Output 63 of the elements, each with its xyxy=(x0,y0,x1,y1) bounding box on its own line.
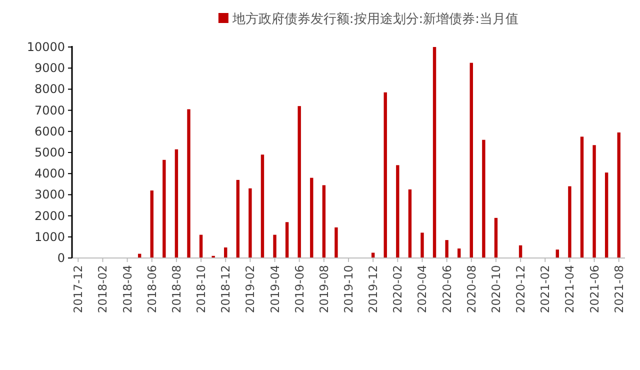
bar xyxy=(445,240,448,258)
x-tick-label: 2018-08 xyxy=(169,265,184,314)
y-tick-label: 9000 xyxy=(34,61,65,76)
x-tick-label: 2018-12 xyxy=(218,265,233,314)
y-tick-label: 1000 xyxy=(34,230,65,244)
y-tick-label: 5000 xyxy=(34,146,65,160)
bar xyxy=(187,109,190,258)
bar xyxy=(592,145,596,258)
x-tick-label: 2018-04 xyxy=(120,265,134,314)
y-tick-label: 2000 xyxy=(34,208,65,223)
bar xyxy=(408,189,412,258)
x-tick-label: 2019-02 xyxy=(243,265,258,314)
bar xyxy=(568,186,572,258)
bar xyxy=(420,232,424,258)
bar xyxy=(396,165,400,258)
y-tick-label: 10000 xyxy=(26,40,65,54)
bar xyxy=(310,178,314,258)
bar xyxy=(285,222,289,258)
bar xyxy=(482,140,486,258)
bar xyxy=(298,106,301,258)
x-tick-label: 2020-12 xyxy=(514,265,528,314)
bar xyxy=(260,154,264,258)
x-tick-label: 2020-06 xyxy=(440,265,454,314)
bar xyxy=(174,149,178,258)
bar xyxy=(384,92,387,258)
bar xyxy=(432,47,436,258)
bar xyxy=(334,227,338,258)
x-tick-label: 2020-08 xyxy=(464,265,478,314)
x-tick-label: 2019-06 xyxy=(292,265,306,314)
x-tick-label: 2019-10 xyxy=(342,265,356,314)
y-tick-label: 4000 xyxy=(34,166,65,181)
bar xyxy=(236,180,240,258)
y-tick-label: 7000 xyxy=(34,103,65,118)
bar xyxy=(248,188,252,258)
x-tick-label: 2021-04 xyxy=(562,265,577,314)
y-tick-label: 6000 xyxy=(34,124,65,138)
x-tick-label: 2020-10 xyxy=(488,265,503,314)
x-tick-label: 2018-02 xyxy=(96,265,110,314)
bar xyxy=(150,190,154,258)
x-tick-label: 2018-06 xyxy=(144,265,159,314)
bar xyxy=(162,160,166,258)
bar xyxy=(604,172,608,258)
bar xyxy=(322,185,326,258)
bar xyxy=(580,136,584,258)
bar xyxy=(470,62,473,258)
x-tick-label: 2019-04 xyxy=(268,265,282,314)
x-tick-label: 2021-06 xyxy=(587,265,602,314)
bar xyxy=(617,132,620,258)
x-tick-label: 2019-12 xyxy=(366,265,380,314)
x-tick-label: 2020-02 xyxy=(390,265,405,314)
x-tick-label: 2021-02 xyxy=(538,265,552,314)
x-tick-label: 2019-08 xyxy=(316,265,331,314)
y-tick-label: 0 xyxy=(57,251,65,265)
bar xyxy=(273,234,276,258)
bar xyxy=(494,218,498,258)
x-tick-label: 2021-08 xyxy=(612,265,626,314)
y-tick-label: 3000 xyxy=(34,188,65,202)
x-tick-label: 2018-10 xyxy=(194,265,208,314)
x-tick-label: 2020-04 xyxy=(415,265,430,314)
legend: 地方政府债券发行额:按用途划分:新增债券:当月值 xyxy=(218,12,519,27)
y-tick-label: 8000 xyxy=(34,82,65,96)
x-tick-label: 2017-12 xyxy=(71,265,86,314)
bar xyxy=(199,234,203,258)
